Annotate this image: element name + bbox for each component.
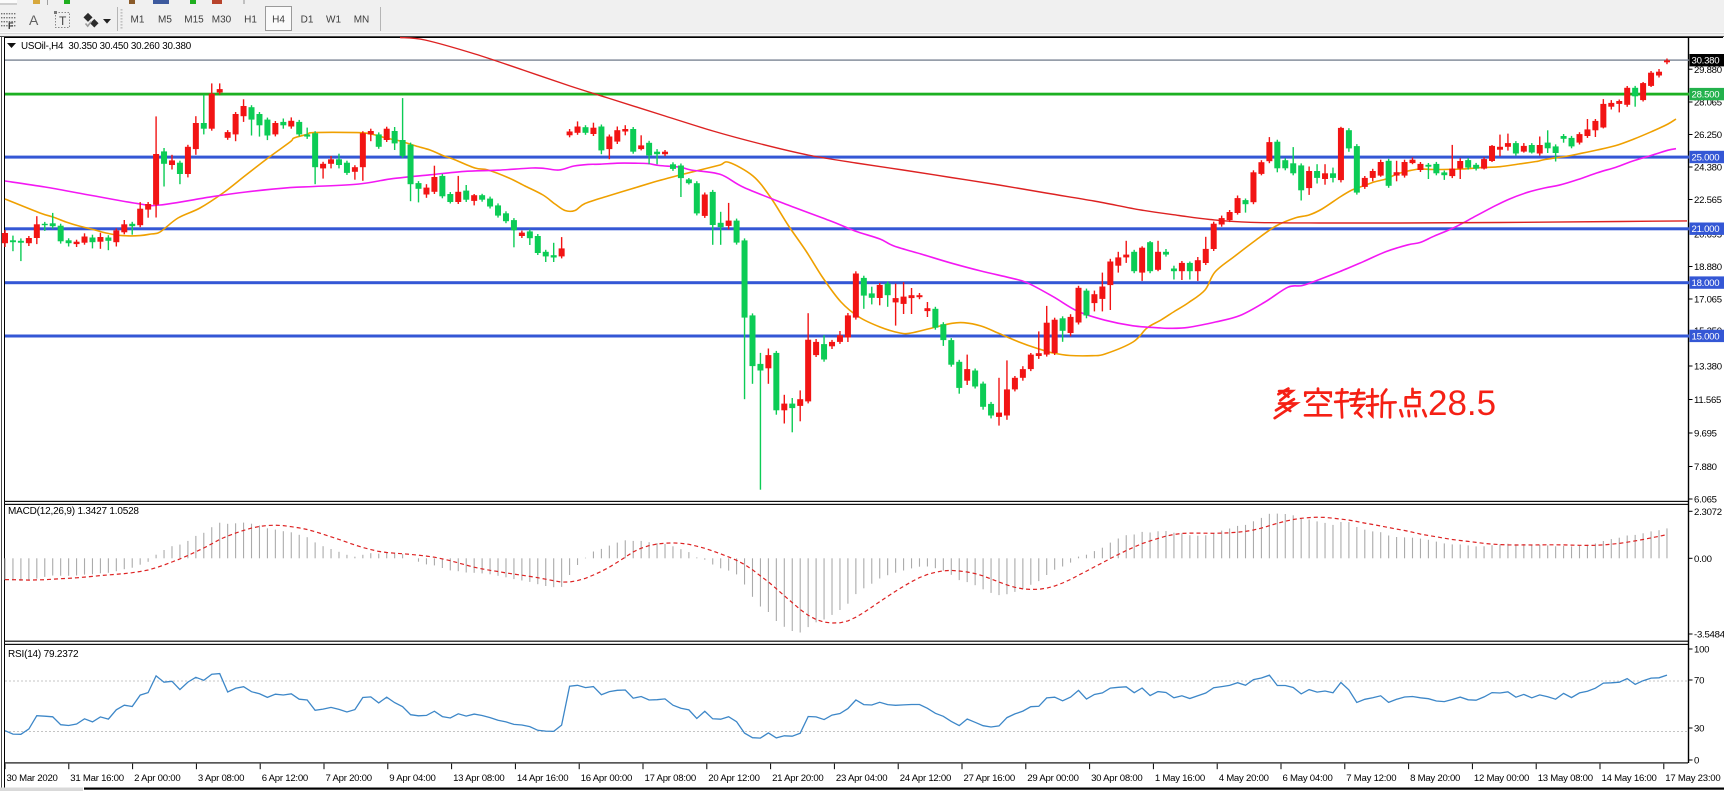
- svg-text:16 Apr 00:00: 16 Apr 00:00: [581, 773, 632, 784]
- svg-text:70: 70: [1694, 676, 1704, 687]
- svg-text:2 Apr 00:00: 2 Apr 00:00: [134, 773, 180, 784]
- svg-text:22.565: 22.565: [1694, 195, 1722, 206]
- svg-text:0.00: 0.00: [1694, 554, 1712, 565]
- svg-text:100: 100: [1694, 645, 1709, 656]
- svg-text:14 May 16:00: 14 May 16:00: [1602, 773, 1657, 784]
- svg-text:A: A: [29, 12, 39, 28]
- svg-text:17 Apr 08:00: 17 Apr 08:00: [645, 773, 696, 784]
- svg-text:30 Apr 08:00: 30 Apr 08:00: [1091, 773, 1142, 784]
- svg-text:11.565: 11.565: [1694, 395, 1721, 406]
- svg-text:28.065: 28.065: [1694, 98, 1722, 109]
- svg-text:30 Mar 2020: 30 Mar 2020: [7, 773, 58, 784]
- svg-text:20.695: 20.695: [1694, 230, 1722, 241]
- svg-text:7 Apr 20:00: 7 Apr 20:00: [326, 773, 372, 784]
- svg-text:F: F: [8, 21, 14, 31]
- svg-text:-3.5484: -3.5484: [1694, 630, 1724, 641]
- svg-text:21.000: 21.000: [1692, 224, 1720, 235]
- svg-text:4 May 20:00: 4 May 20:00: [1219, 773, 1269, 784]
- svg-text:6 May 04:00: 6 May 04:00: [1283, 773, 1333, 784]
- svg-text:30.380: 30.380: [1692, 56, 1720, 67]
- svg-text:25.000: 25.000: [1692, 153, 1720, 164]
- svg-text:30: 30: [1694, 724, 1704, 735]
- svg-text:24.380: 24.380: [1694, 163, 1722, 174]
- svg-text:21 Apr 20:00: 21 Apr 20:00: [772, 773, 823, 784]
- svg-text:29.880: 29.880: [1694, 65, 1722, 76]
- svg-text:13 Apr 08:00: 13 Apr 08:00: [453, 773, 504, 784]
- svg-text:9 Apr 04:00: 9 Apr 04:00: [389, 773, 435, 784]
- svg-text:13.380: 13.380: [1694, 362, 1722, 373]
- svg-text:26.250: 26.250: [1694, 130, 1722, 141]
- svg-text:27 Apr 16:00: 27 Apr 16:00: [964, 773, 1015, 784]
- svg-text:0: 0: [1694, 756, 1699, 767]
- svg-text:T: T: [59, 14, 67, 28]
- svg-text:28.5: 28.5: [1428, 384, 1496, 423]
- svg-text:7 May 12:00: 7 May 12:00: [1346, 773, 1396, 784]
- svg-text:13 May 08:00: 13 May 08:00: [1538, 773, 1593, 784]
- svg-text:1 May 16:00: 1 May 16:00: [1155, 773, 1205, 784]
- svg-text:17.065: 17.065: [1694, 295, 1722, 306]
- svg-text:12 May 00:00: 12 May 00:00: [1474, 773, 1529, 784]
- svg-text:USOil-,H4 30.350 30.450 30.26: USOil-,H4 30.350 30.450 30.260 30.380: [21, 41, 192, 52]
- svg-text:M5: M5: [158, 15, 172, 26]
- svg-text:15.000: 15.000: [1692, 331, 1720, 342]
- svg-text:20 Apr 12:00: 20 Apr 12:00: [708, 773, 759, 784]
- svg-text:9.695: 9.695: [1694, 429, 1717, 440]
- svg-text:7.880: 7.880: [1694, 462, 1717, 473]
- svg-text:MACD(12,26,9) 1.3427 1.0528: MACD(12,26,9) 1.3427 1.0528: [8, 506, 139, 517]
- svg-text:M15: M15: [184, 15, 204, 26]
- svg-text:D1: D1: [301, 15, 314, 26]
- svg-text:W1: W1: [326, 15, 341, 26]
- svg-text:H1: H1: [244, 15, 257, 26]
- svg-text:M30: M30: [212, 15, 232, 26]
- svg-text:18.000: 18.000: [1692, 278, 1720, 289]
- svg-text:17 May 23:00: 17 May 23:00: [1665, 773, 1720, 784]
- svg-text:29 Apr 00:00: 29 Apr 00:00: [1027, 773, 1078, 784]
- svg-text:14 Apr 16:00: 14 Apr 16:00: [517, 773, 568, 784]
- svg-text:6 Apr 12:00: 6 Apr 12:00: [262, 773, 308, 784]
- svg-text:18.880: 18.880: [1694, 262, 1722, 273]
- svg-text:2.3072: 2.3072: [1694, 507, 1722, 518]
- svg-text:MN: MN: [354, 15, 370, 26]
- svg-text:3 Apr 08:00: 3 Apr 08:00: [198, 773, 244, 784]
- svg-text:24 Apr 12:00: 24 Apr 12:00: [900, 773, 951, 784]
- svg-text:23 Apr 04:00: 23 Apr 04:00: [836, 773, 887, 784]
- svg-text:8 May 20:00: 8 May 20:00: [1410, 773, 1460, 784]
- svg-text:31 Mar 16:00: 31 Mar 16:00: [70, 773, 124, 784]
- svg-text:H4: H4: [272, 15, 285, 26]
- svg-text:6.065: 6.065: [1694, 495, 1717, 506]
- svg-text:RSI(14) 79.2372: RSI(14) 79.2372: [8, 649, 79, 660]
- svg-text:28.500: 28.500: [1692, 90, 1720, 101]
- svg-text:M1: M1: [131, 15, 145, 26]
